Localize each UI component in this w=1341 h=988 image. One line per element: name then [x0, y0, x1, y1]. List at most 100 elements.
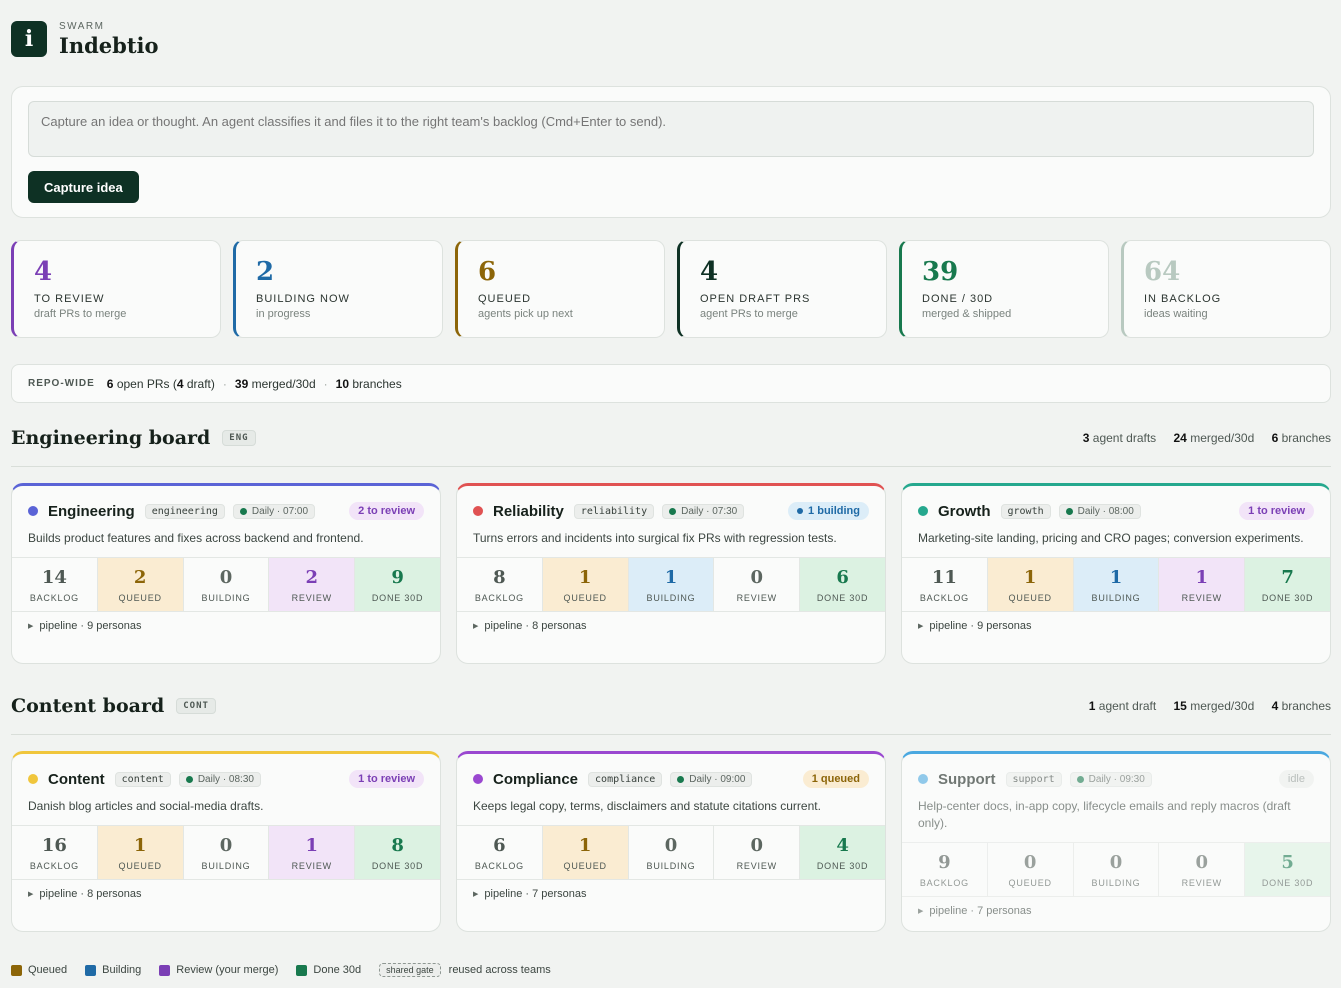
brand: SWARM Indebtio [59, 21, 159, 58]
cell-review[interactable]: 2 REVIEW [269, 558, 356, 611]
done-label: DONE 30D [1261, 877, 1314, 888]
drafts-text: agent draft [1098, 699, 1157, 713]
stat-open-draft-prs[interactable]: 4 OPEN DRAFT PRS agent PRs to merge [677, 240, 887, 338]
team-status-pill[interactable]: idle [1278, 770, 1314, 788]
content-board-header: Content board CONT 1 agent draft 15 merg… [11, 692, 1331, 720]
cell-backlog[interactable]: 14 BACKLOG [12, 558, 98, 611]
cell-building[interactable]: 0 BUILDING [184, 558, 270, 611]
team-card-engineering[interactable]: Engineering engineering Daily · 07:00 2 … [11, 483, 441, 664]
team-color-dot [28, 506, 38, 516]
merged-count: 24 [1173, 431, 1187, 445]
cell-queued[interactable]: 1 QUEUED [542, 826, 629, 879]
pipeline-toggle[interactable]: ▶ pipeline · 7 personas [902, 897, 1330, 925]
queued-label: QUEUED [1008, 592, 1052, 603]
cell-review[interactable]: 1 REVIEW [1159, 558, 1246, 611]
queued-label: QUEUED [118, 592, 162, 603]
pipeline-toggle[interactable]: ▶ pipeline · 8 personas [12, 880, 440, 908]
cell-building[interactable]: 0 BUILDING [1074, 843, 1160, 896]
team-stats-grid: 6 BACKLOG 1 QUEUED 0 BUILDING 0 REVIEW 4… [457, 825, 885, 880]
cell-done[interactable]: 7 DONE 30D [1245, 558, 1330, 611]
done-count: 9 [391, 566, 404, 588]
cell-building[interactable]: 0 BUILDING [184, 826, 270, 879]
pill-text: 1 queued [811, 773, 860, 785]
pipeline-toggle[interactable]: ▶ pipeline · 7 personas [457, 880, 885, 908]
queued-count: 1 [578, 566, 592, 588]
team-card-compliance[interactable]: Compliance compliance Daily · 09:00 1 qu… [456, 751, 886, 932]
backlog-count: 14 [41, 566, 67, 588]
team-description: Help-center docs, in-app copy, lifecycle… [918, 799, 1291, 830]
cell-queued[interactable]: 2 QUEUED [97, 558, 184, 611]
cell-done[interactable]: 6 DONE 30D [800, 558, 885, 611]
review-label: REVIEW [736, 860, 777, 871]
team-card-reliability[interactable]: Reliability reliability Daily · 07:30 1 … [456, 483, 886, 664]
done-label: DONE 30D [371, 592, 424, 603]
stat-label: OPEN DRAFT PRS [700, 293, 811, 305]
queued-count: 1 [1023, 566, 1037, 588]
cell-review[interactable]: 0 REVIEW [1159, 843, 1246, 896]
stat-building-now[interactable]: 2 BUILDING NOW in progress [233, 240, 443, 338]
team-description: Keeps legal copy, terms, disclaimers and… [473, 799, 821, 813]
cell-queued[interactable]: 1 QUEUED [987, 558, 1074, 611]
cell-queued[interactable]: 1 QUEUED [97, 826, 184, 879]
legend-gate: shared gate reused across teams [379, 963, 551, 977]
capture-idea-button[interactable]: Capture idea [28, 171, 139, 203]
brand-kicker: SWARM [59, 20, 105, 32]
team-status-pill[interactable]: 1 building [788, 502, 869, 520]
backlog-count: 8 [493, 566, 506, 588]
pipeline-toggle[interactable]: ▶ pipeline · 8 personas [457, 612, 885, 640]
schedule-text: Daily · 07:00 [251, 505, 309, 517]
caret-right-icon: ▶ [473, 623, 479, 630]
cell-backlog[interactable]: 11 BACKLOG [902, 558, 988, 611]
team-schedule: Daily · 07:00 [232, 503, 316, 519]
cell-backlog[interactable]: 8 BACKLOG [457, 558, 543, 611]
team-card-content[interactable]: Content content Daily · 08:30 1 to revie… [11, 751, 441, 932]
pipeline-toggle[interactable]: ▶ pipeline · 9 personas [902, 612, 1330, 640]
cell-done[interactable]: 5 DONE 30D [1245, 843, 1330, 896]
stat-to-review[interactable]: 4 TO REVIEW draft PRs to merge [11, 240, 221, 338]
board-tag: CONT [176, 698, 216, 714]
cell-queued[interactable]: 1 QUEUED [542, 558, 629, 611]
cell-done[interactable]: 4 DONE 30D [800, 826, 885, 879]
review-count: 0 [750, 834, 764, 856]
separator: · [323, 376, 328, 391]
team-status-pill[interactable]: 2 to review [349, 502, 424, 520]
building-swatch [85, 964, 97, 976]
cell-backlog[interactable]: 6 BACKLOG [457, 826, 543, 879]
building-count: 0 [1109, 851, 1123, 873]
branches-text: branches [352, 376, 402, 391]
pill-text: 1 to review [358, 773, 415, 785]
team-status-pill[interactable]: 1 to review [1239, 502, 1314, 520]
stat-queued[interactable]: 6 QUEUED agents pick up next [455, 240, 665, 338]
caret-right-icon: ▶ [918, 623, 924, 630]
team-stats-grid: 9 BACKLOG 0 QUEUED 0 BUILDING 0 REVIEW 5… [902, 842, 1330, 897]
team-card-growth[interactable]: Growth growth Daily · 08:00 1 to review … [901, 483, 1331, 664]
legend-label: Done 30d [313, 964, 362, 976]
schedule-text: Daily · 08:30 [197, 773, 254, 785]
stat-in-backlog[interactable]: 64 IN BACKLOG ideas waiting [1121, 240, 1331, 338]
stat-done-30d[interactable]: 39 DONE / 30D merged & shipped [899, 240, 1109, 338]
team-status-pill[interactable]: 1 to review [349, 770, 424, 788]
cell-building[interactable]: 0 BUILDING [629, 826, 715, 879]
cell-queued[interactable]: 0 QUEUED [988, 843, 1074, 896]
cell-review[interactable]: 0 REVIEW [714, 826, 801, 879]
cell-review[interactable]: 0 REVIEW [714, 558, 801, 611]
building-label: BUILDING [1091, 877, 1141, 888]
cell-backlog[interactable]: 9 BACKLOG [902, 843, 988, 896]
cell-done[interactable]: 8 DONE 30D [355, 826, 440, 879]
cell-building[interactable]: 1 BUILDING [628, 558, 715, 611]
cell-done[interactable]: 9 DONE 30D [355, 558, 440, 611]
branches-text: branches [1281, 699, 1331, 713]
board-divider [11, 734, 1331, 735]
merged-count: 15 [1173, 699, 1187, 713]
stat-sub: agent PRs to merge [700, 308, 798, 320]
backlog-label: BACKLOG [474, 592, 524, 603]
queued-label: QUEUED [1008, 877, 1052, 888]
idea-input[interactable] [28, 101, 1314, 157]
pipeline-toggle[interactable]: ▶ pipeline · 9 personas [12, 612, 440, 640]
cell-backlog[interactable]: 16 BACKLOG [12, 826, 98, 879]
cell-building[interactable]: 1 BUILDING [1073, 558, 1160, 611]
cell-review[interactable]: 1 REVIEW [269, 826, 356, 879]
team-status-pill[interactable]: 1 queued [802, 770, 869, 788]
team-card-support[interactable]: Support support Daily · 09:30 idle Help-… [901, 751, 1331, 932]
review-label: REVIEW [1181, 592, 1222, 603]
